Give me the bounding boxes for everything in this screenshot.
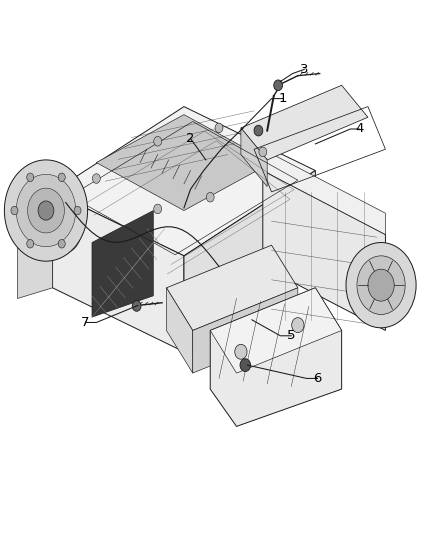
Polygon shape: [184, 171, 315, 352]
Polygon shape: [92, 211, 153, 317]
Circle shape: [215, 123, 223, 133]
Circle shape: [28, 188, 64, 233]
Circle shape: [16, 174, 76, 247]
Text: 1: 1: [278, 92, 287, 105]
Polygon shape: [96, 115, 272, 211]
Circle shape: [74, 206, 81, 215]
Polygon shape: [53, 192, 184, 352]
Polygon shape: [241, 85, 368, 160]
Circle shape: [154, 204, 162, 214]
Circle shape: [235, 344, 247, 359]
Text: 7: 7: [81, 316, 90, 329]
Polygon shape: [166, 245, 298, 330]
Circle shape: [292, 318, 304, 333]
Circle shape: [154, 136, 162, 146]
Polygon shape: [241, 128, 267, 187]
Circle shape: [58, 173, 65, 182]
Circle shape: [92, 174, 100, 183]
Circle shape: [58, 239, 65, 248]
Circle shape: [357, 256, 405, 314]
Circle shape: [368, 269, 394, 301]
Text: 6: 6: [313, 372, 322, 385]
Polygon shape: [263, 149, 385, 235]
Circle shape: [4, 160, 88, 261]
Circle shape: [11, 206, 18, 215]
Polygon shape: [193, 288, 298, 373]
Circle shape: [27, 173, 34, 182]
Polygon shape: [210, 288, 342, 373]
Circle shape: [132, 301, 141, 311]
Circle shape: [240, 359, 251, 372]
Circle shape: [259, 147, 267, 157]
Polygon shape: [18, 192, 53, 298]
Text: 3: 3: [300, 63, 309, 76]
Circle shape: [346, 243, 416, 328]
Text: 5: 5: [287, 329, 296, 342]
Circle shape: [38, 201, 54, 220]
Polygon shape: [53, 107, 315, 256]
Text: 2: 2: [186, 132, 195, 145]
Circle shape: [254, 125, 263, 136]
Text: 4: 4: [355, 123, 364, 135]
Polygon shape: [263, 171, 385, 330]
Circle shape: [274, 80, 283, 91]
Polygon shape: [166, 288, 193, 373]
Circle shape: [27, 239, 34, 248]
Circle shape: [206, 192, 214, 202]
Polygon shape: [210, 288, 342, 426]
